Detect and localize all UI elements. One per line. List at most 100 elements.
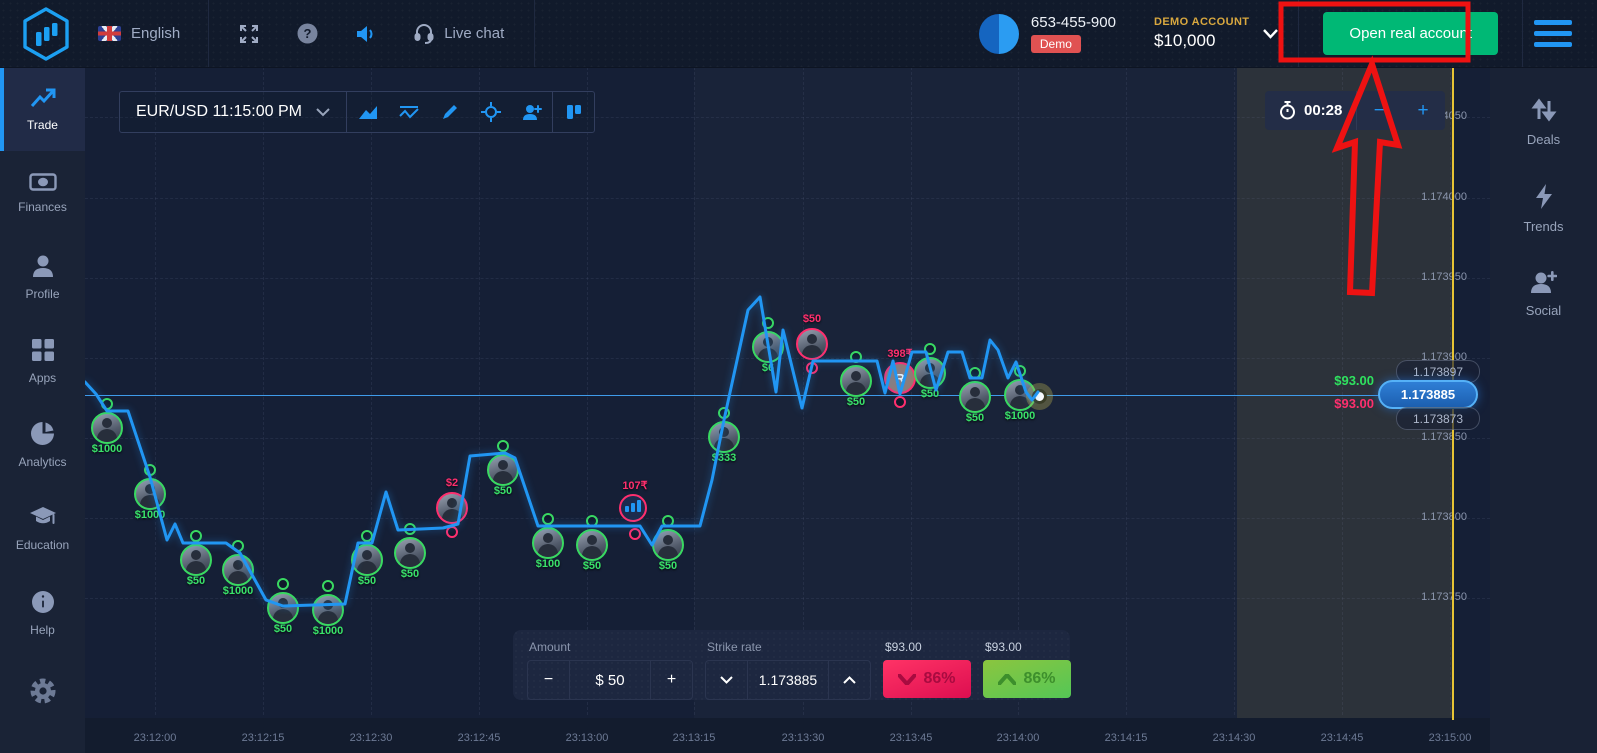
deal-amount-label: $50 [400, 568, 420, 580]
gridline-horizontal [85, 198, 1490, 199]
stopwatch-icon [1280, 101, 1295, 120]
balance-selector[interactable]: DEMO ACCOUNT $10,000 [1134, 16, 1298, 51]
sidebar-item-trade[interactable]: Trade [0, 67, 85, 151]
strike-rate-label: Strike rate [707, 640, 762, 654]
help-button[interactable]: ? [297, 23, 318, 44]
sidebar-item-label: Apps [28, 370, 57, 385]
social-trading-icon[interactable] [511, 92, 552, 132]
deal-amount-label: $1000 [312, 625, 344, 637]
balance-value: $10,000 [1153, 31, 1216, 50]
trader-avatar [312, 594, 344, 626]
layout-icon[interactable] [552, 92, 594, 132]
live-chat-label: Live chat [444, 25, 505, 42]
sound-button[interactable] [356, 25, 376, 43]
indicators-icon[interactable] [388, 92, 429, 132]
education-icon [29, 507, 56, 524]
account-id-block: 653-455-900 Demo [1030, 14, 1116, 53]
timer-decrease-button[interactable]: − [1356, 91, 1401, 130]
trader-avatar [576, 529, 608, 561]
strike-price-line [85, 395, 1380, 396]
deal-point-ring [446, 526, 458, 538]
time-axis-label: 23:15:00 [1428, 732, 1472, 744]
time-axis-label: 23:12:45 [457, 732, 501, 744]
amount-increase-button[interactable]: + [666, 671, 677, 688]
trader-avatar [180, 544, 212, 576]
sidebar-item-education[interactable]: Education [0, 487, 85, 571]
time-axis-label: 23:12:30 [349, 732, 393, 744]
balance-block: DEMO ACCOUNT $10,000 [1154, 16, 1249, 51]
right-sidebar: Deals Trends Social [1490, 67, 1597, 753]
demo-badge: Demo [1030, 35, 1081, 53]
sidebar-item-deals[interactable]: Deals [1490, 79, 1597, 165]
sell-group: $93.00 86% [883, 640, 971, 700]
menu-button[interactable] [1523, 20, 1597, 47]
language-selector[interactable]: English [92, 25, 208, 42]
strike-increase-button[interactable] [829, 661, 870, 699]
sidebar-item-social[interactable]: Social [1490, 251, 1597, 337]
current-price-dot [1032, 389, 1047, 404]
settings-button[interactable] [0, 661, 85, 721]
chevron-up-icon [843, 676, 856, 684]
fullscreen-button[interactable] [239, 24, 259, 44]
chart-toolbar: EUR/USD 11:15:00 PM [119, 91, 595, 133]
deal-point-ring [497, 440, 509, 452]
time-axis-strip [85, 718, 1490, 753]
buy-payout-label: $93.00 [985, 640, 1022, 654]
left-sidebar: Trade Finances Profile Apps Analytics Ed… [0, 67, 85, 753]
sidebar-item-trends[interactable]: Trends [1490, 165, 1597, 251]
deal-point-ring [232, 540, 244, 552]
strike-decrease-button[interactable] [706, 661, 747, 699]
sidebar-item-finances[interactable]: Finances [0, 151, 85, 235]
menu-icon [1534, 20, 1572, 25]
symbol-selector[interactable]: EUR/USD 11:15:00 PM [120, 92, 347, 132]
sidebar-item-label: Social [1525, 303, 1562, 318]
sidebar-item-apps[interactable]: Apps [0, 319, 85, 403]
amount-input[interactable]: $ 50 [569, 661, 651, 699]
payout-down-label: $93.00 [1334, 396, 1374, 411]
platform-logo[interactable] [0, 6, 92, 62]
trader-avatar [914, 357, 946, 389]
account-id: 653-455-900 [1030, 14, 1116, 31]
divider [1298, 0, 1300, 67]
amount-decrease-button[interactable]: − [543, 671, 554, 688]
sidebar-item-analytics[interactable]: Analytics [0, 403, 85, 487]
deal-point-ring [101, 398, 113, 410]
timer-increase-button[interactable]: + [1417, 100, 1429, 121]
chart-type-icon[interactable] [347, 92, 388, 132]
price-axis-label: 1.173800 [1421, 511, 1467, 523]
deal-point-ring [144, 464, 156, 476]
sidebar-item-label: Profile [25, 286, 60, 301]
strike-rate-input[interactable]: 1.173885 [747, 661, 829, 699]
crosshair-icon[interactable] [470, 92, 511, 132]
account-type-label: DEMO ACCOUNT [1153, 16, 1250, 28]
logo-hexagon-icon [23, 6, 69, 61]
expiration-timer: 00:28 − + [1265, 91, 1445, 130]
arrow-up-icon [998, 673, 1017, 685]
draw-icon[interactable] [429, 92, 470, 132]
finances-icon [28, 172, 57, 191]
sell-button[interactable]: 86% [883, 660, 971, 698]
topbar-icons: ? Live chat [209, 23, 534, 44]
sidebar-item-help[interactable]: Help [0, 571, 85, 655]
gridline-vertical [263, 67, 264, 715]
strike-stepper: 1.173885 [705, 660, 871, 700]
live-chat-button[interactable]: Live chat [414, 23, 504, 44]
payout-up-label: $93.00 [1334, 373, 1374, 388]
buy-button[interactable]: 86% [983, 660, 1071, 698]
gridline-vertical [803, 67, 804, 715]
trader-avatar [134, 478, 166, 510]
trade-icon [30, 88, 55, 107]
deal-point-ring [718, 407, 730, 419]
timer-display: 00:28 [1265, 101, 1356, 120]
headset-icon [414, 24, 434, 44]
timer-value: 00:28 [1304, 102, 1343, 119]
gridline-vertical [694, 67, 695, 715]
gridline-vertical [479, 67, 480, 715]
sidebar-item-profile[interactable]: Profile [0, 235, 85, 319]
analytics-icon [31, 422, 54, 445]
account-info[interactable]: 653-455-900 Demo [961, 13, 1134, 54]
buy-group: $93.00 86% [983, 640, 1071, 700]
open-real-account-button[interactable]: Open real account [1323, 12, 1498, 55]
time-axis-label: 23:13:30 [781, 732, 825, 744]
gridline-vertical [587, 67, 588, 715]
